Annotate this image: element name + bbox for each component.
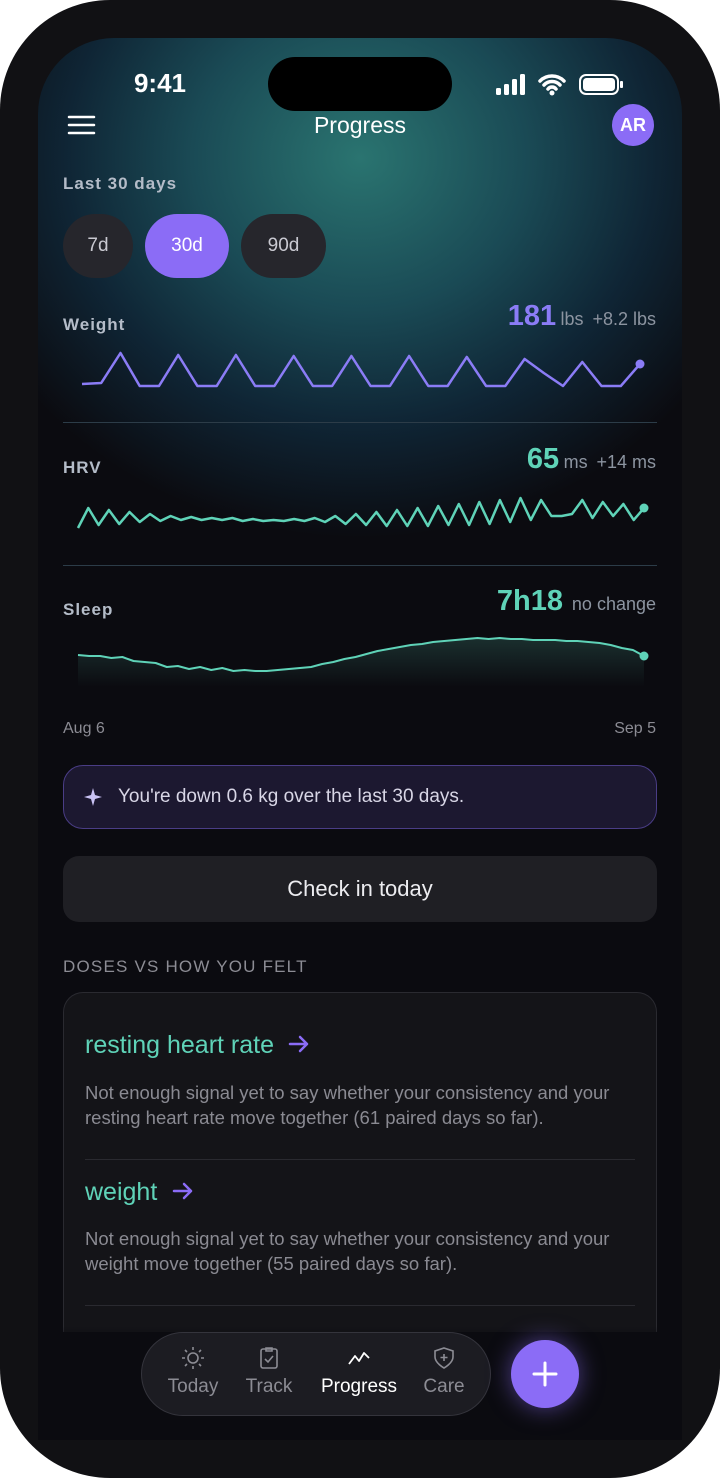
- tab-icon: [434, 1347, 454, 1369]
- metric-change: +8.2 lbs: [592, 309, 656, 329]
- arrow-icon: [172, 1182, 192, 1200]
- range-option[interactable]: 30d: [145, 214, 229, 278]
- metric-unit: ms: [563, 452, 588, 472]
- axis-end: Sep 5: [614, 720, 656, 737]
- metric-summary: 181 lbs +8.2 lbs: [508, 300, 656, 333]
- metric-value: 65: [526, 443, 560, 475]
- divider: [85, 1305, 635, 1306]
- status-time: 9:41: [133, 68, 187, 98]
- tab-bar: [141, 1332, 491, 1416]
- tab-label: Track: [245, 1376, 293, 1397]
- card-link[interactable]: resting heart rate: [85, 1031, 310, 1060]
- insight-text: You're down 0.6 kg over the last 30 days…: [118, 786, 465, 807]
- metric-name: Sleep: [63, 600, 114, 619]
- card-body: Not enough signal yet to say whether you…: [85, 1082, 610, 1128]
- range-label: Last 30 days: [63, 174, 178, 193]
- check-in-button[interactable]: Check in today: [63, 856, 657, 922]
- axis-start: Aug 6: [63, 720, 105, 737]
- correlation-card: resting heart rate Not enough signal yet…: [63, 992, 657, 1332]
- tab[interactable]: Today: [153, 1346, 233, 1398]
- page-title: Progress: [313, 112, 407, 138]
- tab[interactable]: Progress: [309, 1346, 409, 1398]
- tab[interactable]: Care: [404, 1346, 484, 1398]
- tab-icon: [182, 1347, 204, 1369]
- section-title: DOSES VS HOW YOU FELT: [63, 957, 308, 976]
- sparkline-end: [639, 503, 649, 513]
- sparkline-end: [635, 359, 645, 369]
- avatar[interactable]: AR: [612, 104, 654, 146]
- metric-summary: 65 ms +14 ms: [527, 443, 656, 476]
- metric-change: +14 ms: [596, 452, 656, 472]
- divider: [63, 422, 657, 423]
- tab-label: Care: [423, 1376, 465, 1397]
- sparkline-end: [639, 651, 649, 661]
- metric-unit: lbs: [560, 309, 584, 329]
- insight-banner: You're down 0.6 kg over the last 30 days…: [63, 765, 657, 829]
- arrow-icon: [289, 1035, 309, 1053]
- add-button[interactable]: [511, 1340, 579, 1408]
- card-link[interactable]: weight: [85, 1178, 194, 1207]
- tab-icon: [260, 1347, 278, 1369]
- sparkline-area: [78, 638, 644, 687]
- sparklines: [76, 351, 649, 687]
- status-icons: [496, 74, 623, 96]
- tab-icon: [348, 1352, 370, 1365]
- sparkline: [81, 351, 641, 388]
- tab-label: Today: [167, 1376, 219, 1397]
- card-title: weight: [85, 1178, 158, 1206]
- card-body: Not enough signal yet to say whether you…: [85, 1228, 610, 1274]
- menu-button[interactable]: [67, 114, 97, 136]
- divider: [63, 565, 657, 566]
- range-option[interactable]: 90d: [241, 214, 326, 278]
- card-title: resting heart rate: [85, 1031, 274, 1059]
- sparkline: [77, 637, 645, 672]
- range-option[interactable]: 7d: [63, 214, 133, 278]
- notch: [268, 57, 452, 111]
- tab-label: Progress: [320, 1376, 398, 1397]
- tab[interactable]: Track: [229, 1346, 309, 1398]
- metric-change: no change: [571, 594, 656, 614]
- sparkle-icon: [84, 788, 102, 806]
- metric-value: 7h18: [496, 585, 564, 617]
- metric-name: HRV: [63, 458, 102, 477]
- plus-icon: [532, 1361, 558, 1387]
- metric-name: Weight: [63, 315, 126, 334]
- metric-summary: 7h18 no change: [497, 585, 656, 618]
- divider: [85, 1159, 635, 1160]
- sparkline: [76, 496, 645, 529]
- metric-value: 181: [507, 300, 557, 332]
